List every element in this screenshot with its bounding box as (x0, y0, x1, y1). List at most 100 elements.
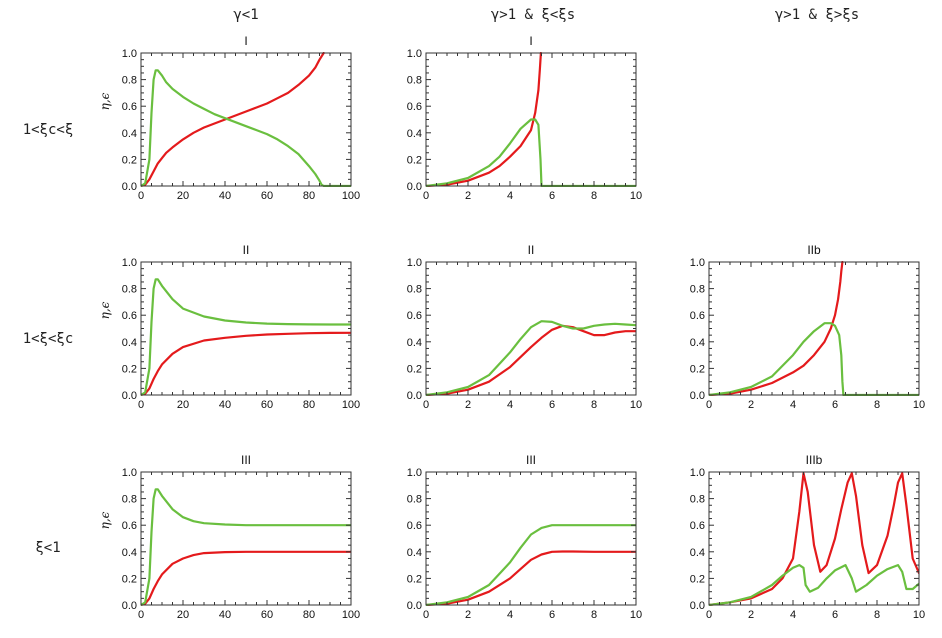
panel-r3-c2-ytick-label: 0.4 (407, 547, 422, 559)
panel-r3-c1-frame (140, 471, 352, 606)
panel-r1-c2-ytick-label: 1.0 (407, 48, 422, 60)
panel-r1-c1-ytick-label: 0.0 (122, 181, 137, 193)
panel-r2-c1-ytick-label: 0.2 (122, 363, 137, 375)
panel-r2-c3-ytick-label: 1.0 (690, 257, 705, 269)
panel-r2-c1: II 0 20 40 60 80 100 0.0 0.2 0.4 0.6 0.8 1.0 η,ϵ (98, 243, 360, 411)
panel-r2-c3-ytick-label: 0.0 (690, 390, 705, 402)
panel-r1-c1-xtick-label: 40 (219, 190, 231, 202)
panel-r2-c2-xtick-label: 10 (630, 399, 642, 411)
panel-r1-c2-ytick-label: 0.8 (407, 75, 422, 87)
panel-r2-c2-ytick-label: 0.2 (407, 363, 422, 375)
panel-r3-c3-xtick-label: 4 (790, 609, 796, 621)
panel-r2-c3-frame (708, 261, 920, 396)
panel-r2-c2-title: II (528, 243, 535, 257)
panel-r3-c3-series-green (709, 564, 919, 606)
panel-r1-c2-xtick-label: 4 (507, 190, 513, 202)
panel-r2-c1-xtick-label: 60 (261, 399, 273, 411)
panel-r2-c3-series-red (709, 261, 844, 396)
panel-r3-c1-series-red (141, 550, 351, 606)
panel-r2-c2-series-green (426, 320, 636, 396)
panel-r2-c2-ytick-label: 0.4 (407, 337, 422, 349)
panel-r3-c3-xtick-label: 2 (748, 609, 754, 621)
panel-r2-c1-frame (140, 261, 352, 396)
panel-r2-c3-ytick-label: 0.8 (690, 284, 705, 296)
panel-r2-c1-series-red (141, 331, 351, 396)
panel-r3-c3-ytick-label: 0.8 (690, 494, 705, 506)
panel-r1-c2-series-red (426, 52, 542, 187)
panel-r3-c3-ytick-label: 0.2 (690, 573, 705, 585)
panel-r2-c1-ytick-label: 0.0 (122, 390, 137, 402)
panel-r1-c2-xtick-label: 2 (465, 190, 471, 202)
panel-r3-c2-series-red (426, 550, 636, 606)
row-label-3: ξ<1 (35, 540, 60, 556)
row-label-2: 1<ξ<ξc (23, 331, 74, 347)
panel-r2-c3-ytick-label: 0.6 (690, 310, 705, 322)
panel-r1-c1-xtick-label: 60 (261, 190, 273, 202)
panel-r3-c2-ytick-label: 0.6 (407, 520, 422, 532)
panel-r2-c1-xtick-label: 100 (342, 399, 360, 411)
panel-r3-c3-series-red (709, 472, 919, 606)
panel-r3-c2-xtick-label: 6 (549, 609, 555, 621)
panel-r3-c3-xtick-label: 6 (832, 609, 838, 621)
panel-r3-c1-ytick-label: 0.4 (122, 547, 137, 559)
panel-r2-c3-series-green (709, 322, 919, 396)
panel-r1-c2: I 0 2 4 6 8 10 0.0 0.2 0.4 0.6 0.8 1.0 (407, 34, 642, 202)
panel-r1-c1-series-green (141, 69, 351, 187)
panel-r3-c2-xtick-label: 0 (423, 609, 429, 621)
panel-r3-c2-xtick-label: 2 (465, 609, 471, 621)
panel-r2-c3: IIb 0 2 4 6 8 10 0.0 0.2 0.4 0.6 0.8 1.0 (690, 243, 925, 411)
panel-r3-c2-xtick-label: 8 (591, 609, 597, 621)
panel-r1-c1-ylabel: η,ϵ (98, 92, 112, 110)
panel-r2-c2-xtick-label: 6 (549, 399, 555, 411)
panel-r3-c2-ytick-label: 0.2 (407, 573, 422, 585)
panel-r3-c1-xtick-label: 60 (261, 609, 273, 621)
panel-r3-c2-series-green (426, 524, 636, 606)
panel-r2-c2-ytick-label: 0.6 (407, 310, 422, 322)
panel-r3-c1-ylabel: η,ϵ (98, 511, 112, 529)
panel-r2-c1-ytick-label: 0.4 (122, 337, 137, 349)
column-title-2: γ>1 & ξ<ξs (491, 7, 575, 23)
panel-r1-c1-xtick-label: 0 (138, 190, 144, 202)
panel-r2-c1-series-green (141, 278, 351, 396)
panel-r2-c3-title: IIb (807, 243, 821, 257)
panel-r1-c1-series-red (141, 52, 325, 187)
panel-r3-c1-xtick-label: 0 (138, 609, 144, 621)
panel-r2-c2-ytick-label: 0.8 (407, 284, 422, 296)
panel-r1-c2-title: I (529, 34, 532, 48)
panel-r3-c2-xtick-label: 4 (507, 609, 513, 621)
panel-r2-c2-ytick-label: 0.0 (407, 390, 422, 402)
panel-r3-c2: III 0 2 4 6 8 10 0.0 0.2 0.4 0.6 0.8 1.0 (407, 453, 642, 621)
panel-r2-c2-xtick-label: 8 (591, 399, 597, 411)
panel-r1-c1-ytick-label: 1.0 (122, 48, 137, 60)
panel-r1-c2-ytick-label: 0.4 (407, 128, 422, 140)
panel-r3-c3-ytick-label: 0.4 (690, 547, 705, 559)
panel-r3-c1-ytick-label: 0.6 (122, 520, 137, 532)
panel-r3-c1-xtick-label: 80 (303, 609, 315, 621)
panel-r2-c1-xtick-label: 80 (303, 399, 315, 411)
panel-r3-c1-title: III (241, 453, 251, 467)
panel-r3-c2-ytick-label: 1.0 (407, 467, 422, 479)
panel-r2-c1-ytick-label: 0.6 (122, 310, 137, 322)
panel-r3-c3-ytick-label: 0.6 (690, 520, 705, 532)
panel-r3-c2-frame (425, 471, 637, 606)
panel-r1-c1-ytick-label: 0.4 (122, 128, 137, 140)
panel-r2-c1-ytick-label: 0.8 (122, 284, 137, 296)
panel-r2-c1-title: II (243, 243, 250, 257)
panel-r1-c1-ytick-label: 0.6 (122, 101, 137, 113)
panel-r3-c1: III 0 20 40 60 80 100 0.0 0.2 0.4 0.6 0.8 1.0 η,ϵ (98, 453, 360, 621)
panel-r2-c3-xtick-label: 0 (706, 399, 712, 411)
panel-r2-c3-ytick-label: 0.4 (690, 337, 705, 349)
panel-r1-c1-frame (140, 52, 352, 187)
panel-r2-c1-xtick-label: 0 (138, 399, 144, 411)
panel-r3-c1-xtick-label: 40 (219, 609, 231, 621)
panel-r1-c2-xtick-label: 0 (423, 190, 429, 202)
panel-r2-c3-xtick-label: 2 (748, 399, 754, 411)
panel-r1-c2-ytick-label: 0.0 (407, 181, 422, 193)
column-title-1: γ<1 (233, 7, 258, 23)
panel-r3-c2-ytick-label: 0.0 (407, 600, 422, 612)
panel-r1-c2-xtick-label: 10 (630, 190, 642, 202)
panel-r1-c1-ytick-label: 0.8 (122, 75, 137, 87)
panel-r3-c3: IIIb 0 2 4 6 8 10 0.0 0.2 0.4 0.6 0.8 1.0 (690, 453, 925, 621)
panel-r3-c1-series-green (141, 488, 351, 606)
